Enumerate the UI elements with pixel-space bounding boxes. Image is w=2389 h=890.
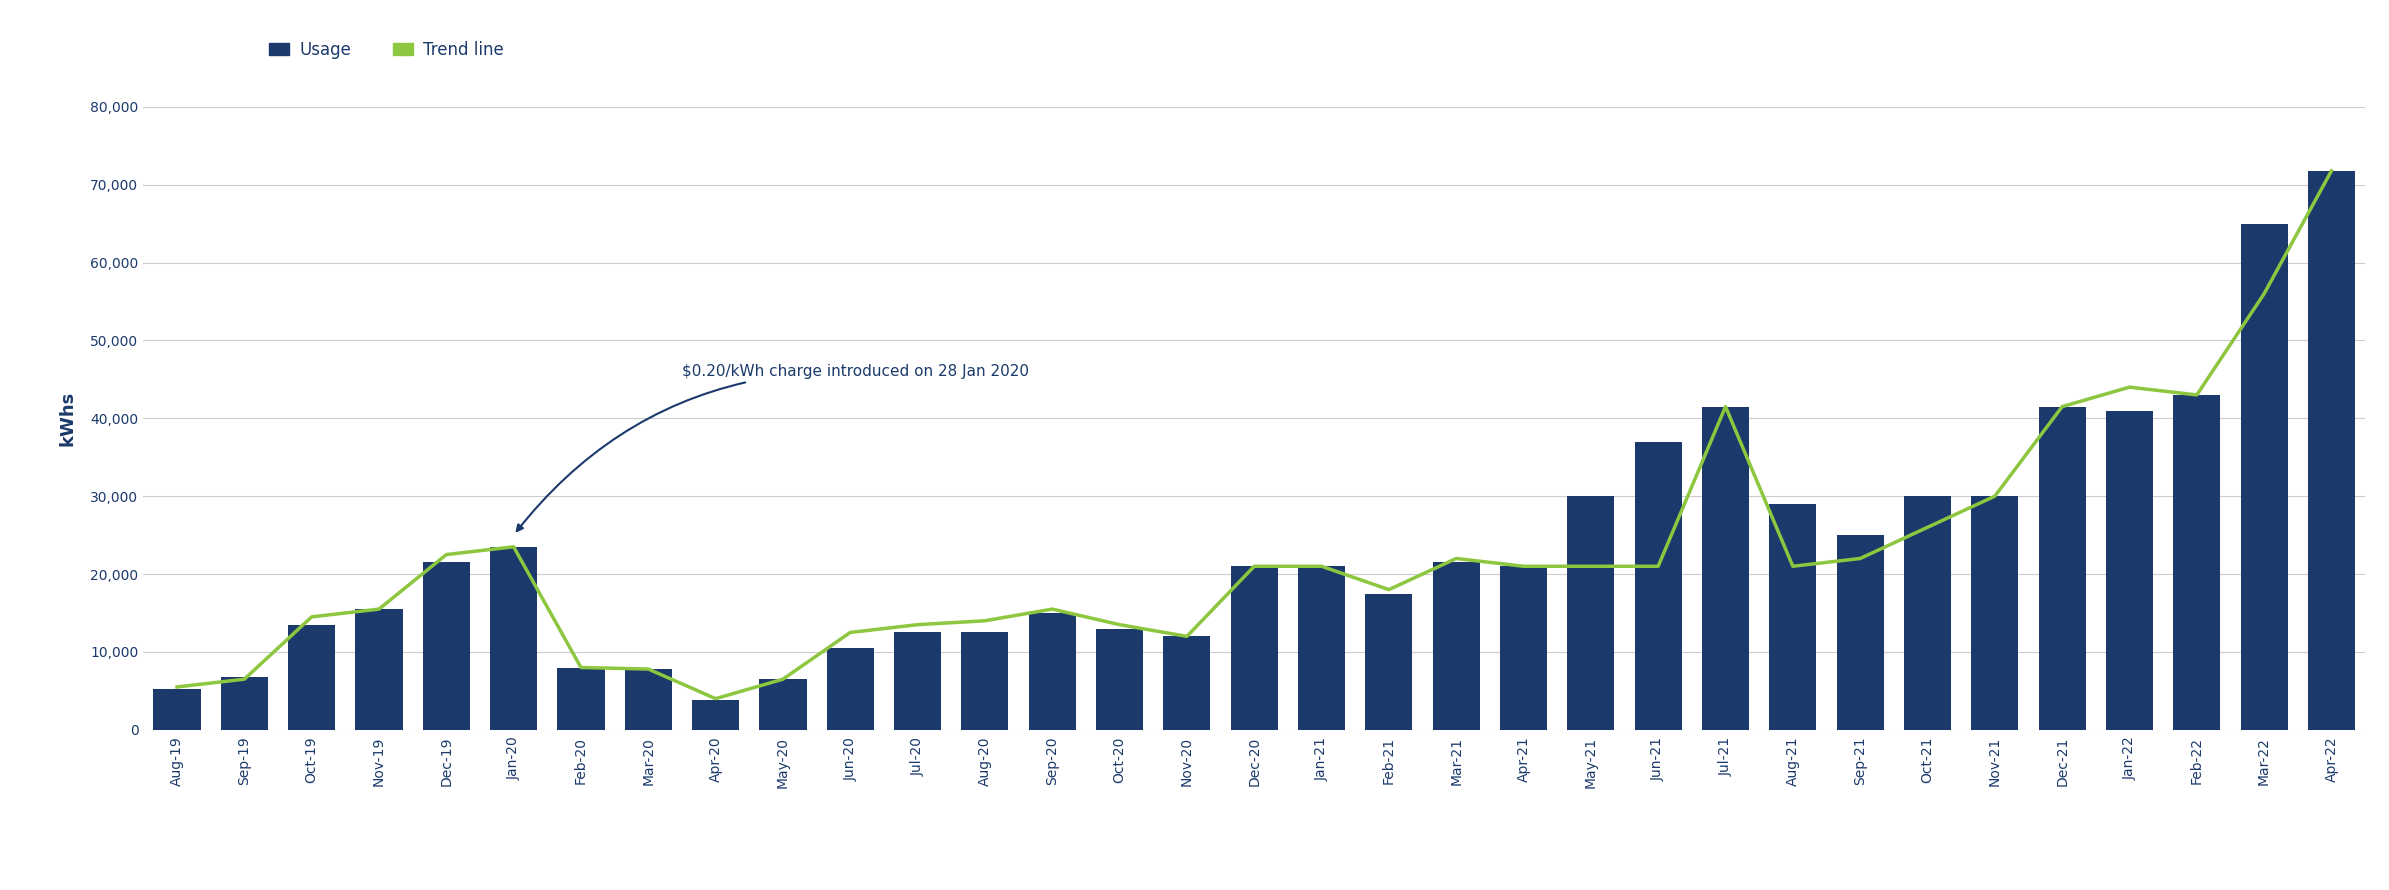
Bar	[220, 676, 268, 730]
Bar	[490, 546, 538, 730]
Bar	[1297, 566, 1345, 730]
Bar	[1433, 562, 1479, 730]
Bar	[2241, 223, 2289, 730]
Bar	[557, 668, 604, 730]
Y-axis label: kWhs: kWhs	[57, 391, 76, 446]
Bar	[1567, 496, 1615, 730]
Bar	[153, 689, 201, 730]
Bar	[1097, 628, 1144, 730]
Bar	[1904, 496, 1952, 730]
Bar	[827, 648, 874, 730]
Bar	[423, 562, 471, 730]
Bar	[1230, 566, 1278, 730]
Bar	[760, 679, 807, 730]
Bar	[1163, 636, 1211, 730]
Bar	[289, 625, 334, 730]
Bar	[2038, 407, 2086, 730]
Bar	[1770, 504, 1816, 730]
Bar	[1701, 407, 1749, 730]
Bar	[1364, 594, 1412, 730]
Bar	[2174, 395, 2219, 730]
Bar	[893, 633, 941, 730]
Bar	[356, 609, 401, 730]
Bar	[1634, 441, 1682, 730]
Bar	[693, 700, 738, 730]
Bar	[1500, 566, 1548, 730]
Legend: Usage, Trend line: Usage, Trend line	[263, 34, 511, 66]
Bar	[626, 669, 671, 730]
Bar	[2107, 410, 2152, 730]
Bar	[2308, 171, 2356, 730]
Bar	[1971, 496, 2019, 730]
Bar	[960, 633, 1008, 730]
Bar	[1837, 535, 1883, 730]
Text: $0.20/kWh charge introduced on 28 Jan 2020: $0.20/kWh charge introduced on 28 Jan 20…	[516, 364, 1030, 531]
Bar	[1030, 613, 1075, 730]
